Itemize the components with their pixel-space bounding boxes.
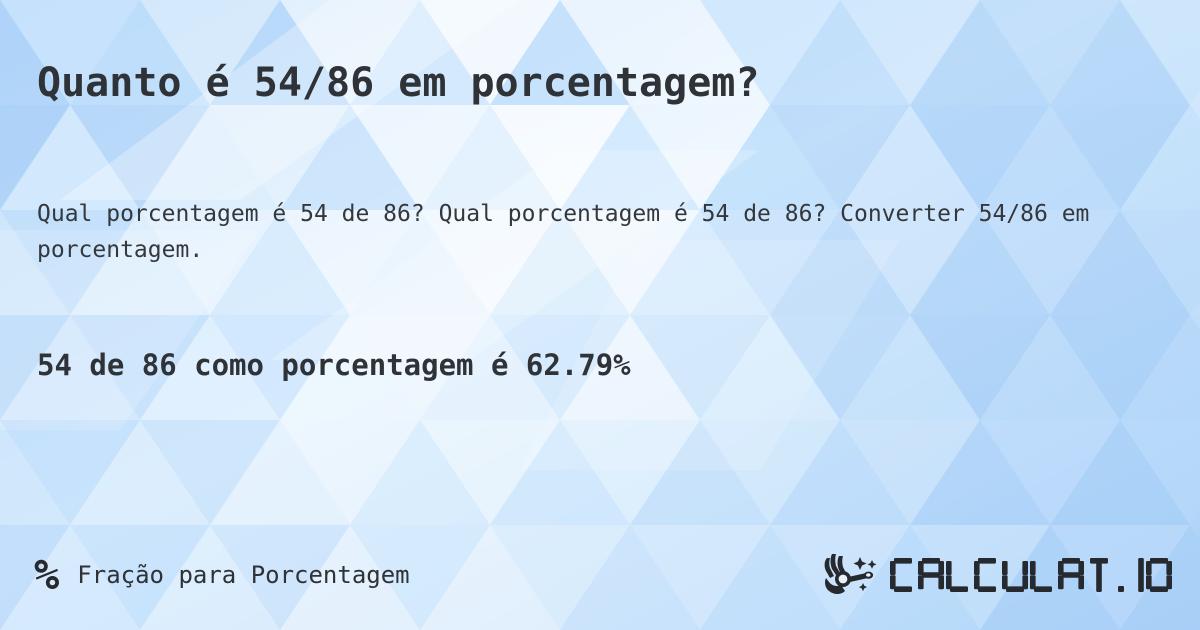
page-description: Qual porcentagem é 54 de 86? Qual porcen… (37, 201, 1090, 263)
page-title: Quanto é 54/86 em porcentagem? (37, 59, 760, 106)
footer: % Fração para Porcentagem (0, 545, 1200, 605)
result-statement: 54 de 86 como porcentagem é 62.79% (37, 348, 631, 382)
footer-category: % Fração para Porcentagem (34, 545, 410, 605)
percent-icon: % (34, 550, 60, 599)
brand-wordmark (890, 558, 1172, 592)
hand-wand-icon (824, 554, 877, 594)
footer-category-label: Fração para Porcentagem (77, 561, 410, 589)
brand-logo (820, 545, 1172, 605)
